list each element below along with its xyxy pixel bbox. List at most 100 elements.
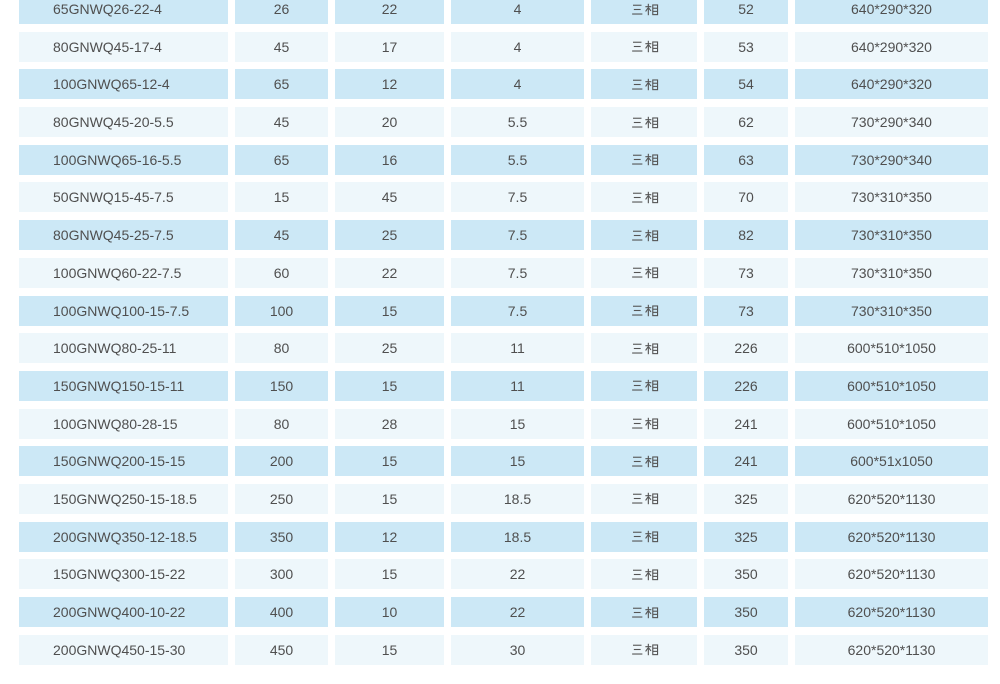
dimensions-cell: 620*520*1130 xyxy=(795,559,988,590)
power-cell: 4 xyxy=(451,0,584,24)
head-cell: 25 xyxy=(335,333,444,364)
three-phase-hanzi-glyph xyxy=(631,154,658,166)
head-cell: 15 xyxy=(335,295,444,326)
power-cell: 22 xyxy=(451,559,584,590)
model-cell: 100GNWQ100-15-7.5 xyxy=(19,295,228,326)
phase-cell xyxy=(591,0,697,24)
phase-cell xyxy=(591,31,697,62)
model-cell: 100GNWQ60-22-7.5 xyxy=(19,257,228,288)
weight-cell: 241 xyxy=(704,408,788,439)
head-cell: 28 xyxy=(335,408,444,439)
weight-cell: 53 xyxy=(704,31,788,62)
weight-cell: 62 xyxy=(704,107,788,138)
head-cell: 15 xyxy=(335,634,444,665)
phase-cell xyxy=(591,333,697,364)
power-cell: 15 xyxy=(451,446,584,477)
phase-cell xyxy=(591,107,697,138)
power-cell: 18.5 xyxy=(451,521,584,552)
phase-cell xyxy=(591,69,697,100)
three-phase-hanzi-glyph xyxy=(631,78,658,91)
phase-cell xyxy=(591,257,697,288)
phase-cell xyxy=(591,483,697,514)
three-phase-hanzi-glyph xyxy=(631,493,658,505)
phase-cell xyxy=(591,521,697,552)
three-phase-hanzi-glyph xyxy=(631,417,658,430)
weight-cell: 70 xyxy=(704,182,788,213)
flow-cell: 65 xyxy=(235,69,328,100)
flow-cell: 45 xyxy=(235,220,328,251)
dimensions-cell: 640*290*320 xyxy=(795,31,988,62)
dimensions-cell: 730*310*350 xyxy=(795,257,988,288)
flow-cell: 65 xyxy=(235,144,328,175)
three-phase-hanzi-glyph xyxy=(631,606,658,618)
power-cell: 22 xyxy=(451,597,584,627)
three-phase-hanzi-glyph xyxy=(631,116,658,128)
power-cell: 30 xyxy=(451,634,584,665)
model-cell: 150GNWQ250-15-18.5 xyxy=(19,483,228,514)
flow-cell: 80 xyxy=(235,333,328,364)
weight-cell: 325 xyxy=(704,483,788,514)
phase-cell xyxy=(591,370,697,401)
flow-cell: 45 xyxy=(235,107,328,138)
flow-cell: 300 xyxy=(235,559,328,590)
flow-cell: 400 xyxy=(235,597,328,627)
power-cell: 7.5 xyxy=(451,220,584,251)
model-cell: 200GNWQ400-10-22 xyxy=(19,597,228,627)
head-cell: 22 xyxy=(335,0,444,24)
model-cell: 100GNWQ65-16-5.5 xyxy=(19,144,228,175)
flow-cell: 60 xyxy=(235,257,328,288)
weight-cell: 54 xyxy=(704,69,788,100)
three-phase-hanzi-glyph xyxy=(631,342,658,354)
model-cell: 150GNWQ150-15-11 xyxy=(19,370,228,401)
phase-cell xyxy=(591,295,697,326)
dimensions-cell: 640*290*320 xyxy=(795,0,988,24)
model-cell: 80GNWQ45-17-4 xyxy=(19,31,228,62)
head-cell: 12 xyxy=(335,69,444,100)
power-cell: 7.5 xyxy=(451,295,584,326)
model-cell: 80GNWQ45-20-5.5 xyxy=(19,107,228,138)
weight-cell: 63 xyxy=(704,144,788,175)
head-cell: 17 xyxy=(335,31,444,62)
head-cell: 16 xyxy=(335,144,444,175)
phase-cell xyxy=(591,559,697,590)
flow-cell: 80 xyxy=(235,408,328,439)
dimensions-cell: 600*510*1050 xyxy=(795,333,988,364)
model-cell: 100GNWQ80-28-15 xyxy=(19,408,228,439)
phase-cell xyxy=(591,144,697,175)
head-cell: 12 xyxy=(335,521,444,552)
flow-cell: 15 xyxy=(235,182,328,213)
dimensions-cell: 600*51x1050 xyxy=(795,446,988,477)
three-phase-hanzi-glyph xyxy=(631,40,658,53)
phase-cell xyxy=(591,220,697,251)
three-phase-hanzi-glyph xyxy=(631,267,658,279)
power-cell: 4 xyxy=(451,69,584,100)
power-cell: 18.5 xyxy=(451,483,584,514)
model-cell: 65GNWQ26-22-4 xyxy=(19,0,228,24)
flow-cell: 26 xyxy=(235,0,328,24)
power-cell: 15 xyxy=(451,408,584,439)
head-cell: 25 xyxy=(335,220,444,251)
model-cell: 50GNWQ15-45-7.5 xyxy=(19,182,228,213)
phase-cell xyxy=(591,446,697,477)
three-phase-hanzi-glyph xyxy=(631,191,658,204)
head-cell: 15 xyxy=(335,370,444,401)
model-cell: 200GNWQ350-12-18.5 xyxy=(19,521,228,552)
flow-cell: 100 xyxy=(235,295,328,326)
dimensions-cell: 620*520*1130 xyxy=(795,521,988,552)
weight-cell: 350 xyxy=(704,634,788,665)
dimensions-cell: 730*310*350 xyxy=(795,182,988,213)
dimensions-cell: 730*290*340 xyxy=(795,144,988,175)
pump-spec-table: 65GNWQ26-22-4 26 22 4 52 640*290*320 80G… xyxy=(19,0,988,665)
weight-cell: 325 xyxy=(704,521,788,552)
power-cell: 11 xyxy=(451,370,584,401)
phase-cell xyxy=(591,182,697,213)
model-cell: 150GNWQ200-15-15 xyxy=(19,446,228,477)
power-cell: 5.5 xyxy=(451,144,584,175)
three-phase-hanzi-glyph xyxy=(631,3,658,15)
model-cell: 100GNWQ80-25-11 xyxy=(19,333,228,364)
flow-cell: 200 xyxy=(235,446,328,477)
phase-cell xyxy=(591,634,697,665)
three-phase-hanzi-glyph xyxy=(631,455,658,467)
dimensions-cell: 600*510*1050 xyxy=(795,370,988,401)
